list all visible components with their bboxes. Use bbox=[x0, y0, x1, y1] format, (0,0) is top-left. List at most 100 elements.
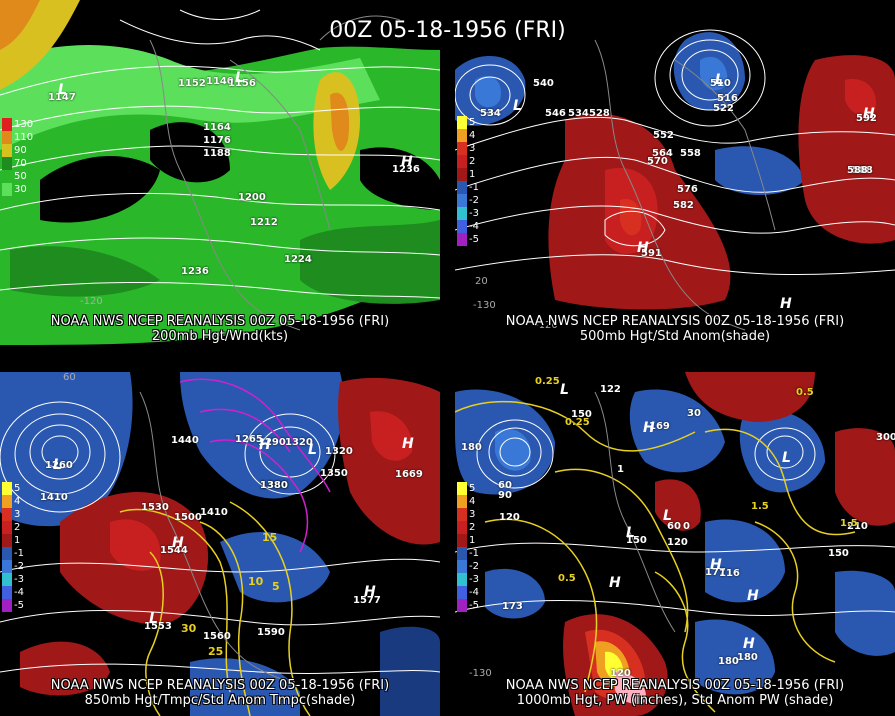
map-value-label: 210 bbox=[847, 521, 868, 532]
map-value-label: 1260 bbox=[45, 460, 73, 471]
high-pressure-marker: H bbox=[710, 557, 722, 573]
temperature-label: 25 bbox=[208, 645, 224, 658]
map-value-label: 60 bbox=[498, 480, 512, 491]
caption-line-2: 850mb Hgt/Tmpc/Std Anom Tmpc(shade) bbox=[84, 693, 356, 708]
legend-swatch bbox=[457, 220, 467, 233]
caption-line-1: NOAA NWS NCEP REANALYSIS 00Z 05-18-1956 … bbox=[505, 678, 845, 693]
map-value-label: 558 bbox=[680, 148, 701, 159]
high-pressure-marker: H bbox=[172, 535, 184, 551]
map-850mb bbox=[0, 372, 440, 716]
map-value-label: 1140 bbox=[206, 76, 234, 87]
map-value-label: 510 bbox=[710, 78, 731, 89]
caption-1000mb: NOAA NWS NCEP REANALYSIS 00Z 05-18-1956 … bbox=[455, 678, 895, 708]
map-value-label: 122 bbox=[600, 384, 621, 395]
map-value-label: 1380 bbox=[260, 480, 288, 491]
map-value-label: 540 bbox=[533, 78, 554, 89]
legend-label: 2 bbox=[469, 522, 476, 533]
map-value-label: 591 bbox=[641, 248, 662, 259]
low-pressure-marker: L bbox=[235, 70, 244, 86]
low-pressure-marker: L bbox=[626, 525, 635, 541]
map-value-label: 564 bbox=[652, 148, 673, 159]
map-value-label: 1577 bbox=[353, 595, 381, 606]
high-pressure-marker: H bbox=[743, 636, 755, 652]
high-pressure-marker: H bbox=[364, 584, 376, 600]
map-value-label: 1560 bbox=[203, 631, 231, 642]
legend-swatch bbox=[2, 144, 12, 157]
legend-swatch bbox=[457, 534, 467, 547]
low-pressure-marker: L bbox=[513, 98, 522, 114]
map-value-label: 1200 bbox=[238, 192, 266, 203]
legend-swatch bbox=[2, 521, 12, 534]
map-value-label: 552 bbox=[653, 130, 674, 141]
map-value-label: 588 bbox=[847, 165, 868, 176]
panel-200mb: 130 110 90 70 50 30 1152 1140 1164 1176 1188 1200 1… bbox=[0, 0, 440, 345]
legend-swatch bbox=[457, 233, 467, 246]
map-value-label: 1.5 bbox=[751, 501, 769, 512]
legend-label: -1 bbox=[469, 182, 479, 193]
map-value-label: 300 bbox=[876, 432, 895, 443]
legend-swatch bbox=[457, 560, 467, 573]
high-pressure-marker: H bbox=[637, 240, 649, 256]
map-value-label: 1.5 bbox=[840, 518, 858, 529]
legend-swatch bbox=[2, 573, 12, 586]
legend-label: 4 bbox=[469, 130, 476, 141]
legend-swatch bbox=[2, 482, 12, 495]
legend-label: -3 bbox=[14, 574, 24, 585]
caption-line-2: 200mb Hgt/Wnd(kts) bbox=[151, 329, 289, 344]
map-value-label: 592 bbox=[856, 113, 877, 124]
legend-swatch bbox=[2, 560, 12, 573]
legend-swatch bbox=[457, 508, 467, 521]
legend-label: 110 bbox=[14, 132, 34, 143]
legend-swatch bbox=[457, 586, 467, 599]
legend-swatch bbox=[457, 181, 467, 194]
caption-200mb: NOAA NWS NCEP REANALYSIS 00Z 05-18-1956 … bbox=[0, 314, 440, 344]
map-500mb bbox=[455, 0, 895, 345]
map-value-label: 570 bbox=[647, 156, 668, 167]
main-title: 00Z 05-18-1956 (FRI) bbox=[329, 18, 566, 43]
map-value-label: 177 bbox=[705, 567, 726, 578]
low-pressure-marker: L bbox=[53, 457, 62, 473]
legend-swatch bbox=[457, 521, 467, 534]
map-value-label: 1350 bbox=[320, 468, 348, 479]
legend-swatch bbox=[457, 482, 467, 495]
legend-swatch bbox=[457, 194, 467, 207]
legend-label: 2 bbox=[14, 522, 21, 533]
map-value-label: 588 bbox=[852, 165, 873, 176]
map-value-label: 0.5 bbox=[796, 387, 814, 398]
legend-label: 30 bbox=[14, 184, 27, 195]
legend-label: 90 bbox=[14, 145, 27, 156]
high-pressure-marker: H bbox=[402, 436, 414, 452]
map-value-label: 173 bbox=[502, 601, 523, 612]
map-value-label: 90 bbox=[498, 490, 512, 501]
map-value-label: 1669 bbox=[395, 469, 423, 480]
map-value-label: 1320 bbox=[325, 446, 353, 457]
legend-label: -4 bbox=[469, 587, 479, 598]
caption-850mb: NOAA NWS NCEP REANALYSIS 00Z 05-18-1956 … bbox=[0, 678, 440, 708]
legend-label: 70 bbox=[14, 158, 27, 169]
map-value-label: 1164 bbox=[203, 122, 231, 133]
map-value-label: 0.25 bbox=[535, 376, 560, 387]
map-1000mb bbox=[455, 372, 895, 716]
map-value-label: 60 bbox=[667, 521, 681, 532]
legend-swatch bbox=[2, 508, 12, 521]
temperature-label: 10 bbox=[248, 575, 264, 588]
panel-500mb: 5 4 3 2 1 -1 -2 -3 -4 -5 534 540 546 534 528 516 510 522… bbox=[455, 0, 895, 345]
legend-label: 1 bbox=[469, 169, 476, 180]
map-value-label: 1544 bbox=[160, 545, 188, 556]
legend-label: -4 bbox=[469, 221, 479, 232]
legend-label: -3 bbox=[469, 208, 479, 219]
map-value-label: 1236 bbox=[392, 164, 420, 175]
legend-label: 130 bbox=[14, 119, 34, 130]
legend-label: 2 bbox=[469, 156, 476, 167]
map-value-label: 546 bbox=[545, 108, 566, 119]
map-value-label: 150 bbox=[828, 548, 849, 559]
map-value-label: 576 bbox=[677, 184, 698, 195]
map-value-label: 120 bbox=[667, 537, 688, 548]
legend-swatch bbox=[2, 547, 12, 560]
low-pressure-marker: L bbox=[715, 72, 724, 88]
legend-swatch bbox=[457, 116, 467, 129]
map-value-label: 1176 bbox=[203, 135, 231, 146]
high-pressure-marker: H bbox=[401, 154, 413, 170]
high-pressure-marker: H bbox=[747, 588, 759, 604]
low-pressure-marker: L bbox=[308, 442, 317, 458]
